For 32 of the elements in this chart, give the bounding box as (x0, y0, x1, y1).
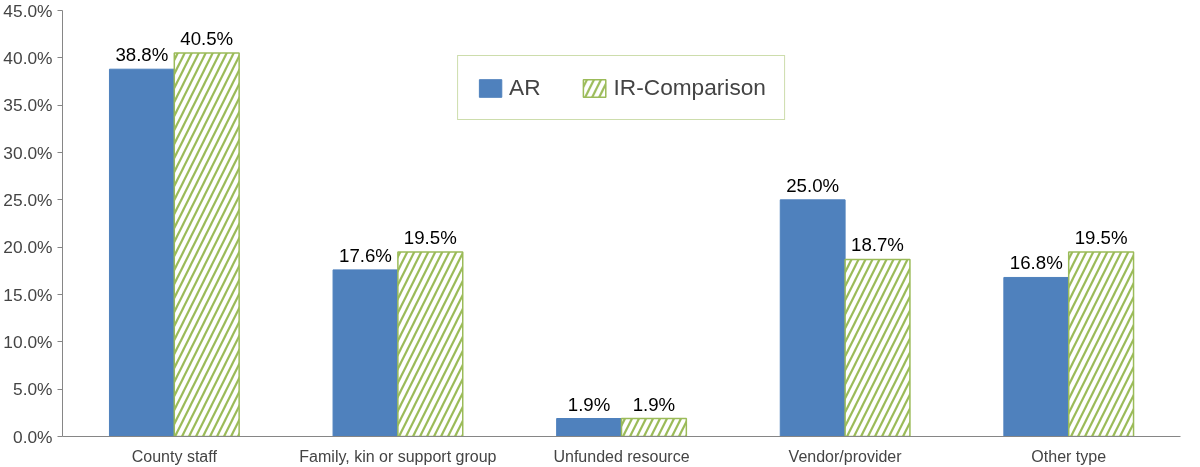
legend-label: IR-Comparison (613, 74, 766, 101)
bar (1003, 276, 1070, 437)
y-tick-label: 10.0% (3, 331, 53, 352)
x-tick-label: Other type (1031, 447, 1107, 465)
y-tick-label: 25.0% (3, 189, 53, 210)
y-tick-label: 30.0% (3, 142, 53, 163)
data-label: 19.5% (1074, 226, 1128, 248)
x-tick-label: Family, kin or support group (299, 447, 497, 465)
data-label: 40.5% (180, 28, 234, 50)
y-tick-label: 45.0% (3, 0, 53, 21)
y-tick-label: 0.0% (13, 426, 53, 447)
data-label: 18.7% (851, 234, 904, 256)
bar (779, 199, 846, 437)
data-label: 25.0% (786, 174, 840, 196)
x-tick-label: Unfunded resource (553, 447, 690, 465)
bar (108, 68, 175, 437)
legend-label: AR (509, 74, 541, 101)
x-tick-label: County staff (131, 447, 218, 465)
y-tick-label: 5.0% (13, 379, 53, 400)
data-label: 1.9% (632, 393, 676, 415)
y-tick-label: 35.0% (3, 95, 53, 116)
x-tick-label: Vendor/provider (788, 447, 903, 465)
data-label: 1.9% (567, 393, 611, 415)
y-tick-label: 40.0% (3, 47, 53, 68)
bar (556, 418, 622, 437)
data-label: 17.6% (339, 244, 392, 266)
y-tick-label: 20.0% (3, 237, 53, 258)
data-label: 38.8% (115, 44, 169, 66)
data-label: 16.8% (1009, 252, 1063, 274)
data-label: 19.5% (403, 226, 457, 248)
bar (332, 269, 399, 437)
y-tick-label: 15.0% (3, 284, 53, 305)
